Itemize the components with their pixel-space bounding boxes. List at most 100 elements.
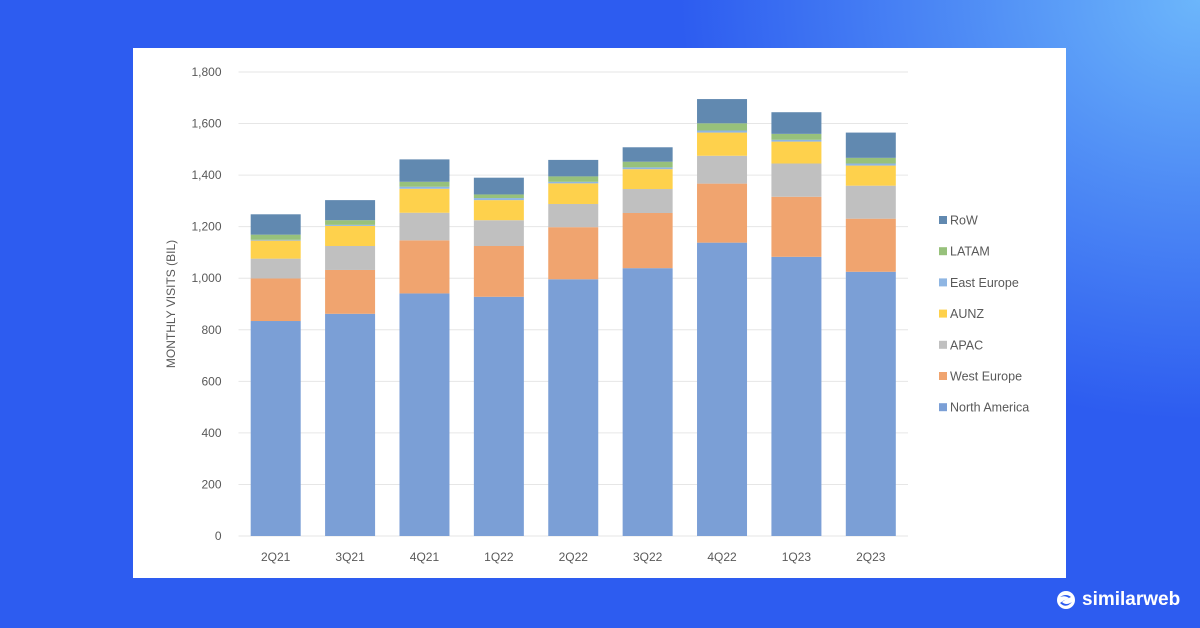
- bar-segment-north-america: [325, 313, 376, 536]
- bar-segment-aunz: [399, 188, 450, 213]
- bar-segment-row: [771, 112, 822, 134]
- bar-segment-apac: [845, 185, 896, 219]
- legend-item-east-europe: East Europe: [939, 276, 1019, 290]
- legend-swatch: [939, 403, 947, 412]
- bar-segment-east-europe: [399, 186, 450, 189]
- legend-swatch: [939, 278, 947, 287]
- bar-4Q21: [399, 159, 450, 536]
- bar-segment-north-america: [771, 256, 822, 536]
- legend-label: LATAM: [950, 245, 990, 259]
- bar-segment-north-america: [548, 279, 599, 536]
- bar-segment-aunz: [845, 165, 896, 186]
- bar-segment-west-europe: [250, 278, 301, 322]
- legend-item-latam: LATAM: [939, 245, 990, 259]
- bar-segment-row: [697, 99, 748, 124]
- legend-swatch: [939, 309, 947, 318]
- y-tick-label: 1,000: [191, 271, 221, 285]
- y-tick-label: 600: [201, 374, 221, 388]
- bar-1Q22: [473, 177, 524, 536]
- y-tick-label: 200: [201, 477, 221, 491]
- bar-segment-latam: [399, 181, 450, 187]
- bar-segment-apac: [622, 189, 673, 214]
- y-tick-label: 1,600: [191, 117, 221, 131]
- bar-segment-apac: [473, 220, 524, 246]
- bar-segment-east-europe: [473, 198, 524, 201]
- chart-card: 0 200 400 600 800 1,000 1,200 1,400 1,600 1,800 2…: [133, 48, 1066, 578]
- x-tick-label: 3Q21: [335, 550, 365, 564]
- bar-segment-north-america: [622, 268, 673, 536]
- legend-label: North America: [950, 401, 1029, 415]
- x-tick-label: 4Q21: [410, 550, 440, 564]
- bar-segment-north-america: [399, 293, 450, 536]
- legend-item-west-europe: West Europe: [939, 370, 1022, 384]
- bar-segment-row: [473, 177, 524, 195]
- bar-1Q23: [771, 112, 822, 536]
- legend-item-apac: APAC: [939, 338, 983, 352]
- bar-segment-west-europe: [845, 218, 896, 272]
- bar-segment-latam: [697, 123, 748, 131]
- x-tick-label: 1Q23: [782, 550, 812, 564]
- legend-item-aunz: AUNZ: [939, 307, 984, 321]
- bar-segment-aunz: [250, 240, 301, 259]
- bar-segment-aunz: [548, 183, 599, 204]
- bar-segment-latam: [325, 220, 376, 225]
- bar-4Q22: [697, 99, 748, 536]
- bar-segment-east-europe: [325, 224, 376, 226]
- bar-3Q21: [325, 200, 376, 536]
- bar-segment-row: [250, 214, 301, 235]
- legend-swatch: [939, 372, 947, 380]
- bar-segment-aunz: [697, 132, 748, 156]
- bar-segment-latam: [845, 157, 896, 164]
- bar-2Q23: [845, 132, 896, 536]
- x-tick-label: 2Q21: [261, 550, 291, 564]
- bar-segment-west-europe: [697, 183, 748, 243]
- bar-segment-west-europe: [771, 196, 822, 257]
- x-tick-label: 3Q22: [633, 550, 663, 564]
- bar-segment-latam: [548, 176, 599, 182]
- bar-segment-apac: [325, 246, 376, 270]
- bar-segment-aunz: [325, 225, 376, 246]
- y-tick-label: 1,400: [191, 168, 221, 182]
- bar-segment-west-europe: [622, 213, 673, 269]
- bar-segment-row: [325, 200, 376, 221]
- bar-segment-row: [622, 147, 673, 162]
- y-tick-label: 0: [215, 529, 222, 543]
- bar-segment-latam: [771, 133, 822, 140]
- legend-label: West Europe: [950, 370, 1022, 384]
- legend-swatch: [939, 216, 947, 224]
- bar-segment-east-europe: [250, 239, 301, 241]
- bar-segment-latam: [250, 234, 301, 240]
- bar-segment-east-europe: [845, 163, 896, 166]
- bar-segment-apac: [250, 258, 301, 279]
- brand-name: similarweb: [1082, 589, 1181, 610]
- bar-segment-east-europe: [622, 167, 673, 170]
- y-axis-label: MONTHLY VISITS (BIL): [164, 240, 178, 368]
- bar-segment-row: [548, 159, 599, 177]
- bar-segment-row: [845, 132, 896, 158]
- bar-segment-north-america: [697, 242, 748, 536]
- bar-segment-apac: [697, 155, 748, 184]
- legend-swatch: [939, 247, 947, 256]
- bar-3Q22: [622, 147, 673, 536]
- bar-segment-west-europe: [548, 227, 599, 280]
- bar-segment-apac: [771, 163, 822, 197]
- legend-swatch: [939, 340, 947, 349]
- x-tick-label: 1Q22: [484, 550, 514, 564]
- bar-2Q22: [548, 159, 599, 536]
- bar-segment-west-europe: [399, 240, 450, 294]
- y-tick-label: 800: [201, 323, 221, 337]
- legend-label: AUNZ: [950, 307, 984, 321]
- bar-2Q21: [250, 214, 301, 536]
- bar-segment-north-america: [473, 296, 524, 536]
- bar-segment-apac: [548, 203, 599, 228]
- y-tick-label: 1,200: [191, 220, 221, 234]
- legend-label: APAC: [950, 338, 983, 352]
- x-tick-label: 2Q23: [856, 550, 886, 564]
- legend-label: RoW: [950, 214, 978, 228]
- y-tick-label: 1,800: [191, 65, 221, 79]
- bar-segment-east-europe: [771, 139, 822, 142]
- bar-segment-west-europe: [473, 246, 524, 297]
- legend-item-north-america: North America: [939, 401, 1029, 415]
- bar-segment-latam: [473, 194, 524, 199]
- bar-segment-north-america: [250, 321, 301, 536]
